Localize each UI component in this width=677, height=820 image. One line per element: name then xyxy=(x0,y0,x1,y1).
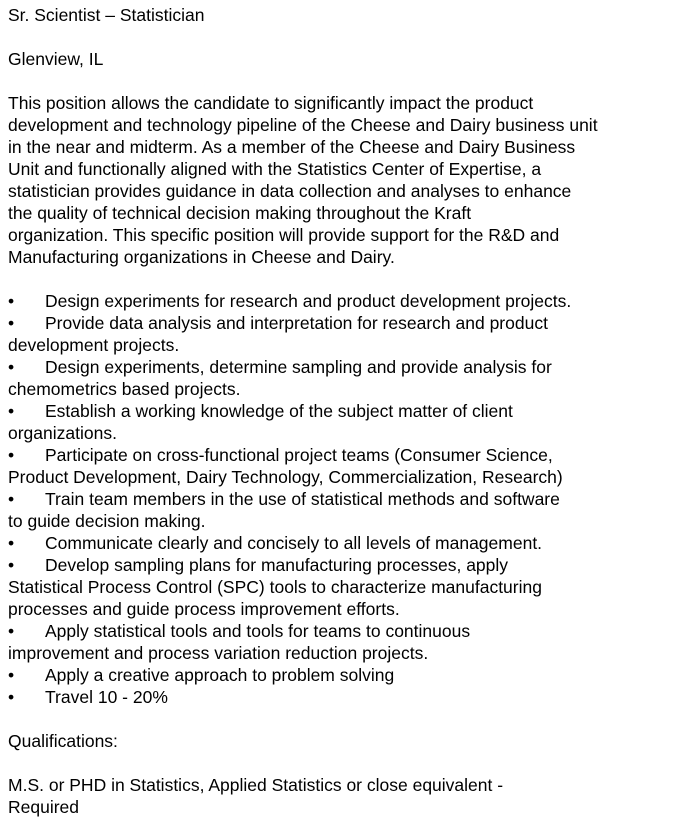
responsibility-item: • Provide data analysis and interpretatio… xyxy=(8,312,674,356)
responsibility-first-line: • Travel 10 - 20% xyxy=(8,686,674,708)
bullet-icon: • xyxy=(8,313,15,333)
bullet-icon: • xyxy=(8,555,15,575)
responsibility-first-line: • Provide data analysis and interpretatio… xyxy=(8,312,674,334)
responsibility-continuation: Product Development, Dairy Technology, C… xyxy=(8,467,563,487)
description-line: Unit and functionally aligned with the S… xyxy=(8,159,542,179)
spacer xyxy=(8,268,674,290)
responsibility-first-line: • Establish a working knowledge of the su… xyxy=(8,400,674,422)
responsibility-continuation: development projects. xyxy=(8,335,180,355)
spacer xyxy=(8,708,674,730)
responsibility-first-line: • Design experiments for research and pro… xyxy=(8,290,674,312)
job-description: This position allows the candidate to si… xyxy=(8,92,674,268)
bullet-icon: • xyxy=(8,533,15,553)
bullet-icon: • xyxy=(8,665,15,685)
responsibility-item: • Design experiments, determine sampling … xyxy=(8,356,674,400)
responsibility-text: Design experiments, determine sampling a… xyxy=(45,357,552,377)
responsibility-continuation: Statistical Process Control (SPC) tools … xyxy=(8,577,542,597)
responsibility-first-line: • Develop sampling plans for manufacturin… xyxy=(8,554,674,576)
responsibility-item: • Train team members in the use of statis… xyxy=(8,488,674,532)
description-line: the quality of technical decision making… xyxy=(8,203,472,223)
responsibility-first-line: • Train team members in the use of statis… xyxy=(8,488,674,510)
responsibilities-list: • Design experiments for research and pro… xyxy=(8,290,674,708)
responsibility-text: Apply statistical tools and tools for te… xyxy=(45,621,471,641)
description-line: organization. This specific position wil… xyxy=(8,225,560,245)
responsibility-first-line: • Communicate clearly and concisely to al… xyxy=(8,532,674,554)
responsibility-first-line: • Apply statistical tools and tools for t… xyxy=(8,620,674,642)
responsibility-continuation: chemometrics based projects. xyxy=(8,379,241,399)
bullet-icon: • xyxy=(8,401,15,421)
description-line: statistician provides guidance in data c… xyxy=(8,181,572,201)
bullet-icon: • xyxy=(8,291,15,311)
responsibility-item: • Communicate clearly and concisely to al… xyxy=(8,532,674,554)
responsibility-continuation: processes and guide process improvement … xyxy=(8,599,400,619)
description-line: in the near and midterm. As a member of … xyxy=(8,137,576,157)
bullet-icon: • xyxy=(8,357,15,377)
description-line: This position allows the candidate to si… xyxy=(8,93,534,113)
description-line: Manufacturing organizations in Cheese an… xyxy=(8,247,395,267)
responsibility-text: Train team members in the use of statist… xyxy=(45,489,560,509)
spacer xyxy=(8,70,674,92)
responsibility-text: Travel 10 - 20% xyxy=(45,687,168,707)
responsibility-text: Participate on cross-functional project … xyxy=(45,445,553,465)
responsibility-item: • Design experiments for research and pro… xyxy=(8,290,674,312)
responsibility-first-line: • Apply a creative approach to problem so… xyxy=(8,664,674,686)
spacer xyxy=(8,752,674,774)
job-title: Sr. Scientist – Statistician xyxy=(8,5,205,25)
responsibility-item: • Establish a working knowledge of the su… xyxy=(8,400,674,444)
spacer xyxy=(8,26,674,48)
qualifications-heading: Qualifications: xyxy=(8,731,118,751)
responsibility-continuation: improvement and process variation reduct… xyxy=(8,643,429,663)
responsibility-item: • Travel 10 - 20% xyxy=(8,686,674,708)
responsibility-item: • Apply a creative approach to problem so… xyxy=(8,664,674,686)
responsibility-continuation: to guide decision making. xyxy=(8,511,206,531)
bullet-icon: • xyxy=(8,621,15,641)
qualification-requirement: M.S. or PHD in Statistics, Applied Stati… xyxy=(8,774,674,818)
bullet-icon: • xyxy=(8,489,15,509)
bullet-icon: • xyxy=(8,687,15,707)
bullet-icon: • xyxy=(8,445,15,465)
qualification-line: M.S. or PHD in Statistics, Applied Stati… xyxy=(8,775,504,795)
responsibility-text: Provide data analysis and interpretation… xyxy=(45,313,548,333)
description-line: development and technology pipeline of t… xyxy=(8,115,598,135)
responsibility-text: Communicate clearly and concisely to all… xyxy=(45,533,543,553)
qualification-line: Required xyxy=(8,797,80,817)
responsibility-continuation: organizations. xyxy=(8,423,117,443)
responsibility-text: Establish a working knowledge of the sub… xyxy=(45,401,513,421)
job-posting: Sr. Scientist – Statistician Glenview, I… xyxy=(8,4,674,818)
responsibility-text: Design experiments for research and prod… xyxy=(45,291,572,311)
responsibility-first-line: • Design experiments, determine sampling … xyxy=(8,356,674,378)
responsibility-first-line: • Participate on cross-functional project… xyxy=(8,444,674,466)
responsibility-item: • Participate on cross-functional project… xyxy=(8,444,674,488)
responsibility-text: Develop sampling plans for manufacturing… xyxy=(45,555,509,575)
responsibility-item: • Apply statistical tools and tools for t… xyxy=(8,620,674,664)
responsibility-text: Apply a creative approach to problem sol… xyxy=(45,665,395,685)
job-location: Glenview, IL xyxy=(8,49,104,69)
responsibility-item: • Develop sampling plans for manufacturin… xyxy=(8,554,674,620)
